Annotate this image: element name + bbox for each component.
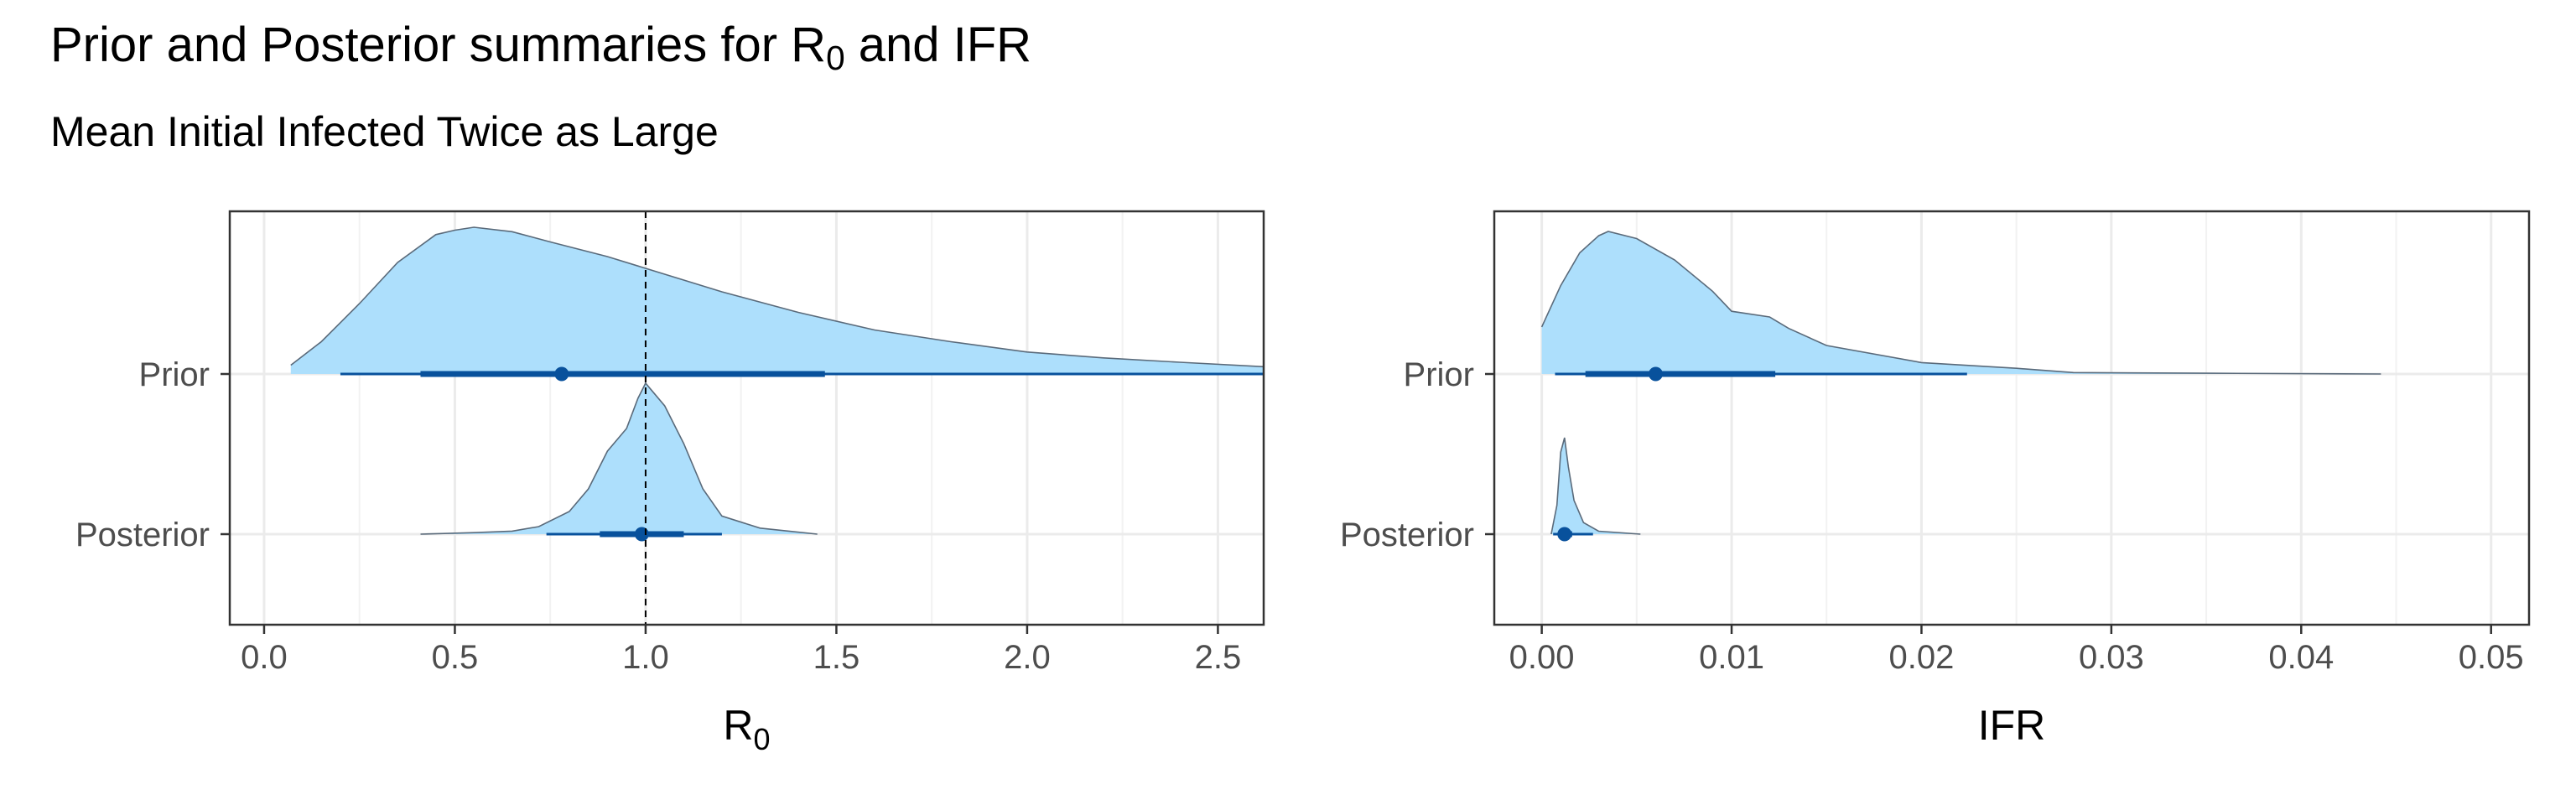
x-tick-label: 0.04	[2268, 639, 2334, 676]
density-outline-posterior	[1550, 437, 1641, 535]
y-tick-label: Prior	[139, 356, 210, 393]
chart-subtitle: Mean Initial Infected Twice as Large	[50, 108, 719, 155]
x-tick-label: 0.01	[1699, 639, 1764, 676]
median-point-posterior	[634, 527, 649, 542]
r0-panel: 0.0 0.5 1.0 1.5 2.0 2.5 Prior Posterior R0	[75, 210, 1265, 756]
y-tick-label: Posterior	[75, 517, 210, 553]
r0-panel-background	[230, 211, 1264, 625]
density-prior	[1541, 231, 2381, 374]
ifr-panel-border	[1493, 210, 2531, 626]
chart-title-text: Prior and Posterior summaries for R	[50, 18, 827, 72]
x-tick-label: 1.5	[813, 639, 860, 676]
x-tick-label: 0.03	[2079, 639, 2144, 676]
x-axis-label: IFR	[1978, 702, 2046, 749]
density-posterior	[1550, 438, 1641, 534]
chart-title: Prior and Posterior summaries for R0 and…	[50, 17, 1031, 78]
density-outline-prior	[1540, 231, 2381, 375]
density-outline-prior	[290, 226, 1264, 368]
chart-title-subscript: 0	[826, 39, 845, 78]
r0-panel-border	[228, 210, 1265, 626]
median-point-prior	[554, 366, 569, 382]
x-tick-label: 0.00	[1509, 639, 1575, 676]
x-tick-label: 2.5	[1195, 639, 1242, 676]
density-outline-posterior	[420, 382, 818, 535]
y-tick-label: Posterior	[1340, 517, 1474, 553]
ifr-plot-area	[1540, 231, 2381, 542]
x-tick-label: 2.0	[1004, 639, 1051, 676]
ifr-panel: 0.00 0.01 0.02 0.03 0.04 0.05 Prior Posterior IF…	[1340, 210, 2531, 749]
median-point-posterior	[1557, 527, 1572, 542]
median-point-prior	[1648, 366, 1663, 382]
x-tick-label: 1.0	[622, 639, 669, 676]
r0-plot-area	[290, 211, 1264, 625]
density-prior	[290, 227, 1264, 374]
x-tick-label: 0.05	[2459, 639, 2524, 676]
x-tick-label: 0.0	[241, 639, 288, 676]
x-tick-label: 0.02	[1889, 639, 1955, 676]
chart-title-tail: and IFR	[844, 18, 1032, 72]
x-tick-label: 0.5	[432, 639, 479, 676]
density-posterior	[420, 383, 818, 534]
x-axis-label: R0	[723, 702, 770, 756]
y-tick-label: Prior	[1404, 356, 1474, 393]
